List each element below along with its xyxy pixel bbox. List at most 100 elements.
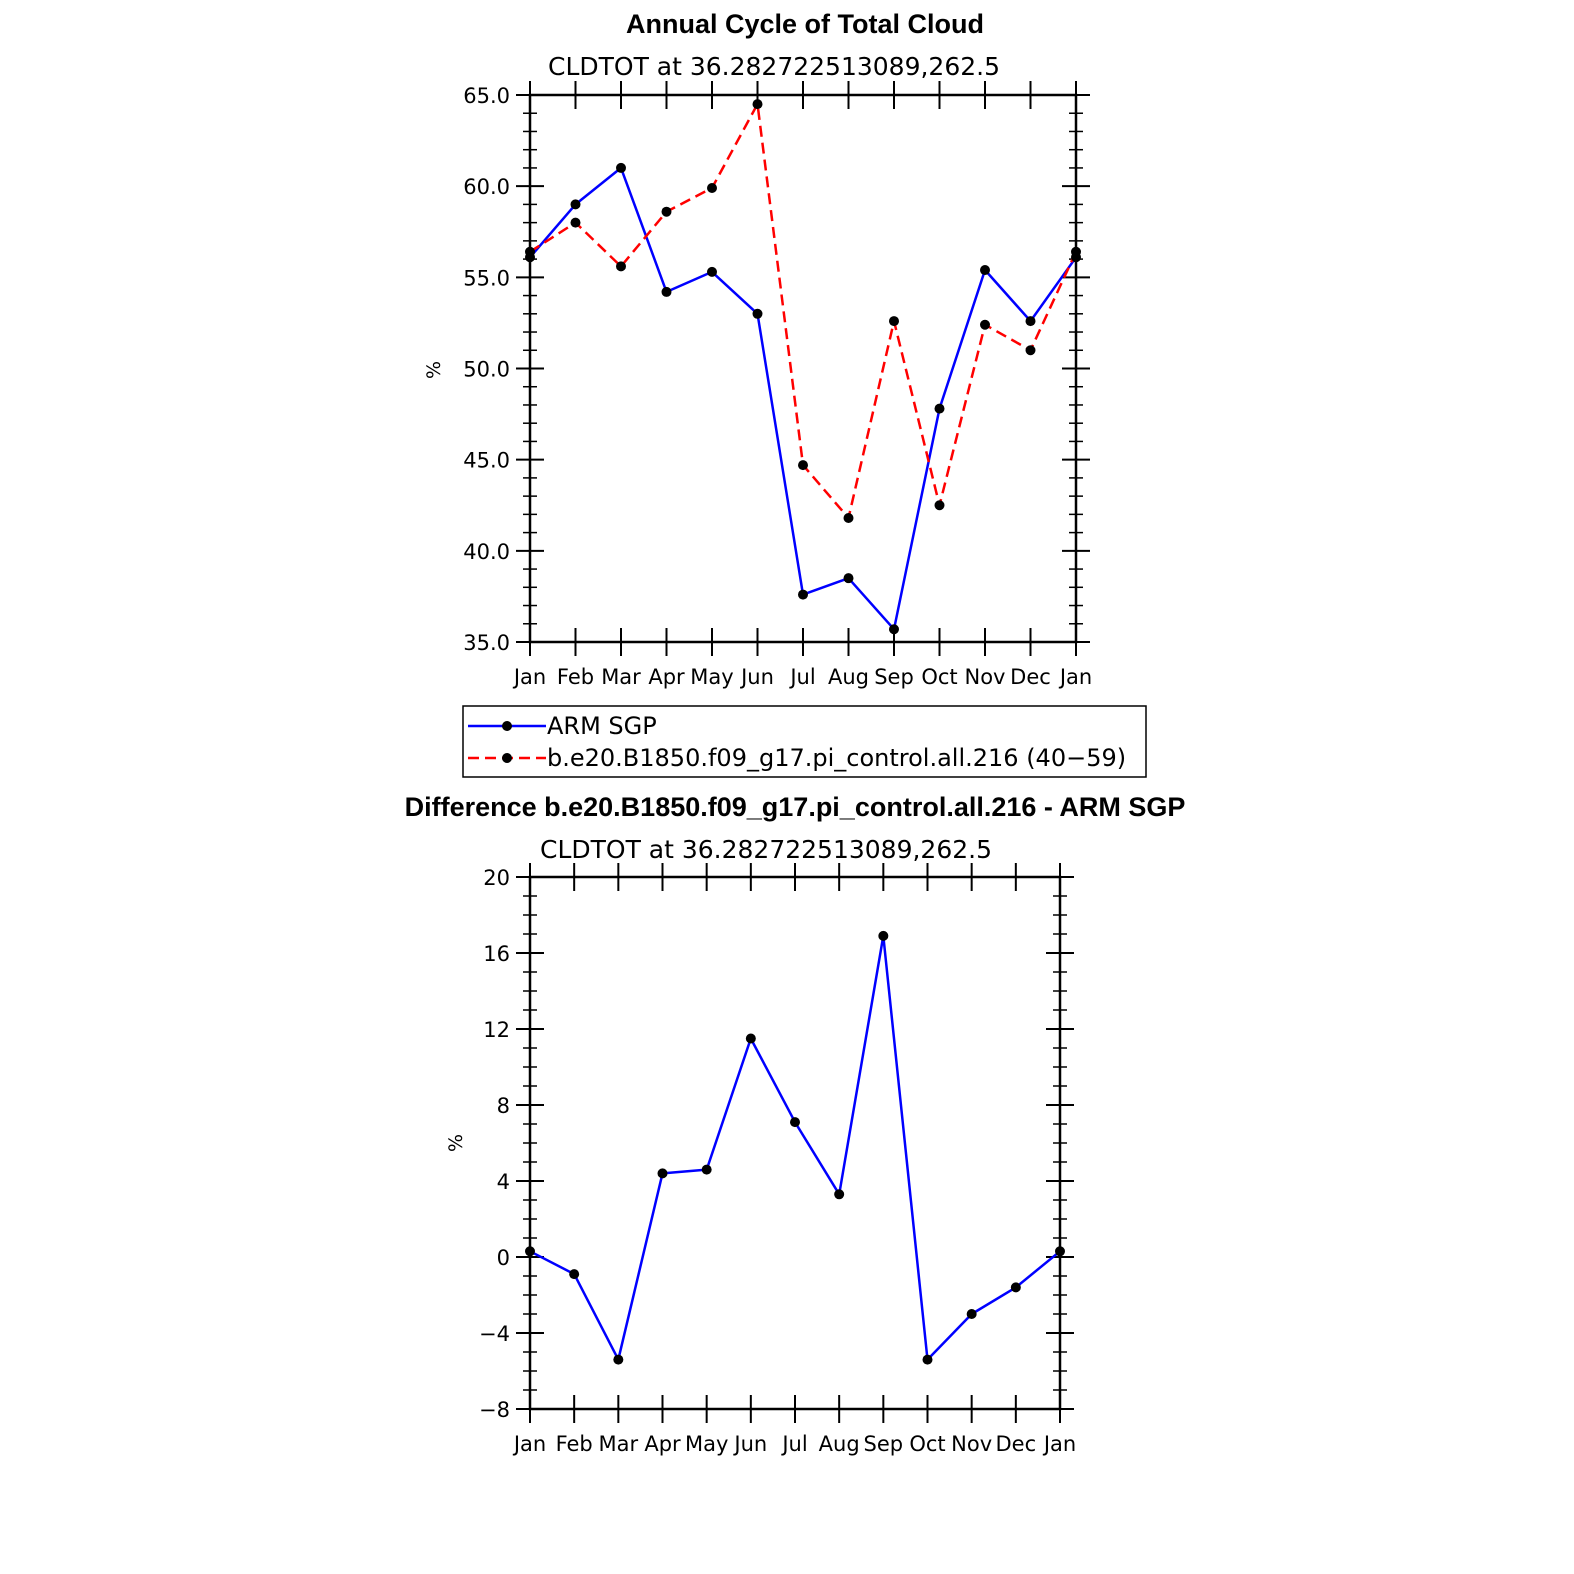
data-point <box>980 319 990 330</box>
data-point <box>707 182 717 193</box>
data-point <box>661 206 672 217</box>
data-point <box>798 460 808 471</box>
data-point <box>980 265 990 276</box>
data-point <box>922 1354 933 1365</box>
x-tick-label: Feb <box>556 1432 593 1456</box>
x-tick-label: Jan <box>512 665 546 689</box>
x-tick-label: Oct <box>909 1432 945 1456</box>
data-point <box>1071 246 1081 257</box>
x-tick-label: May <box>685 1432 728 1456</box>
data-point <box>745 1033 756 1044</box>
legend: ARM SGP b.e20.B1850.f09_g17.pi_control.a… <box>462 705 1147 778</box>
series-group <box>525 99 1081 635</box>
y-tick-label: 12 <box>483 1018 510 1042</box>
axis-ticks <box>516 863 1074 1423</box>
data-point <box>616 162 626 173</box>
panel-difference: Difference b.e20.B1850.f09_g17.pi_contro… <box>405 792 1186 1456</box>
data-point <box>798 589 808 600</box>
y-tick-label: 0 <box>497 1246 510 1270</box>
x-tick-label: Nov <box>951 1432 992 1456</box>
chart-title: Difference b.e20.B1850.f09_g17.pi_contro… <box>405 792 1186 822</box>
chart-subtitle: CLDTOT at 36.282722513089,262.5 <box>548 52 1000 81</box>
y-tick-label: 60.0 <box>463 175 510 199</box>
x-tick-label: Jan <box>512 1432 546 1456</box>
y-tick-label: 65.0 <box>463 84 510 108</box>
axis-ticks <box>516 81 1090 656</box>
x-tick-label: Mar <box>599 1432 639 1456</box>
x-tick-label: Jun <box>732 1432 767 1456</box>
x-tick-label: Dec <box>996 1432 1037 1456</box>
y-tick-label: 16 <box>483 942 510 966</box>
y-axis-label: % <box>423 361 445 379</box>
y-tick-label: 20 <box>483 866 510 890</box>
x-tick-label: Jan <box>1058 665 1092 689</box>
x-tick-label: Apr <box>644 1432 681 1456</box>
data-point <box>661 286 672 297</box>
data-point <box>616 261 626 272</box>
series-line-difference <box>529 934 1061 1361</box>
data-point <box>701 1164 712 1175</box>
data-point <box>966 1309 977 1319</box>
chart-subtitle: CLDTOT at 36.282722513089,262.5 <box>540 835 992 864</box>
y-tick-label: 45.0 <box>463 449 510 473</box>
data-point <box>525 1246 535 1257</box>
y-tick-labels: 35.0 40.0 45.0 50.0 55.0 60.0 65.0 <box>463 84 510 655</box>
data-point <box>613 1354 624 1365</box>
data-point <box>843 573 854 584</box>
x-tick-label: Oct <box>921 665 957 689</box>
series-group <box>525 930 1065 1365</box>
data-point <box>1025 345 1036 356</box>
data-point <box>1055 1246 1065 1257</box>
data-point <box>569 1269 580 1280</box>
x-tick-label: May <box>690 665 733 689</box>
y-tick-label: 50.0 <box>463 358 510 382</box>
data-point <box>1010 1282 1021 1293</box>
data-point <box>878 930 889 941</box>
y-tick-label: 55.0 <box>463 266 510 290</box>
x-tick-label: Aug <box>828 665 869 689</box>
plot-frame <box>528 93 1078 644</box>
data-point <box>570 199 581 210</box>
panel-annual-cycle: Annual Cycle of Total Cloud CLDTOT at 36… <box>423 9 1147 778</box>
data-point <box>889 316 899 327</box>
legend-marker-arm-sgp <box>502 721 512 731</box>
x-tick-label: Apr <box>648 665 685 689</box>
data-point <box>657 1168 668 1179</box>
legend-label-model: b.e20.B1850.f09_g17.pi_control.all.216 (… <box>547 744 1126 772</box>
legend-label-arm-sgp: ARM SGP <box>547 712 657 740</box>
x-tick-label: Nov <box>965 665 1006 689</box>
legend-marker-model <box>502 753 512 763</box>
chart-title: Annual Cycle of Total Cloud <box>626 9 984 39</box>
plot-frame <box>528 875 1062 1411</box>
y-tick-label: −4 <box>479 1322 510 1346</box>
x-tick-label: Sep <box>874 665 914 689</box>
x-tick-label: Jun <box>739 665 774 689</box>
data-point <box>707 266 717 277</box>
legend-box <box>462 705 1147 778</box>
x-tick-label: Dec <box>1010 665 1051 689</box>
x-tick-label: Mar <box>601 665 641 689</box>
x-tick-label: Jan <box>1042 1432 1076 1456</box>
x-tick-label: Sep <box>864 1432 904 1456</box>
y-tick-label: 40.0 <box>463 540 510 564</box>
data-point <box>843 513 854 524</box>
data-point <box>570 217 581 228</box>
y-tick-label: 4 <box>497 1170 510 1194</box>
data-point <box>752 308 763 319</box>
data-point <box>934 500 945 511</box>
y-axis-label: % <box>445 1134 467 1152</box>
x-tick-labels: Jan Feb Mar Apr May Jun Jul Aug Sep Oct Nov Dec Jan <box>512 1432 1076 1456</box>
series-line-arm-sgp <box>529 166 1078 631</box>
data-point <box>934 403 945 414</box>
y-tick-label: −8 <box>479 1398 510 1422</box>
x-tick-label: Feb <box>557 665 594 689</box>
y-tick-labels: −8 −4 0 4 8 12 16 20 <box>479 866 510 1422</box>
data-point <box>1025 316 1036 327</box>
data-point <box>889 624 899 635</box>
x-tick-labels: Jan Feb Mar Apr May Jun Jul Aug Sep Oct Nov Dec Jan <box>512 665 1092 689</box>
y-tick-label: 35.0 <box>463 631 510 655</box>
x-tick-label: Aug <box>819 1432 860 1456</box>
x-tick-label: Jul <box>780 1432 807 1456</box>
x-tick-label: Jul <box>788 665 815 689</box>
